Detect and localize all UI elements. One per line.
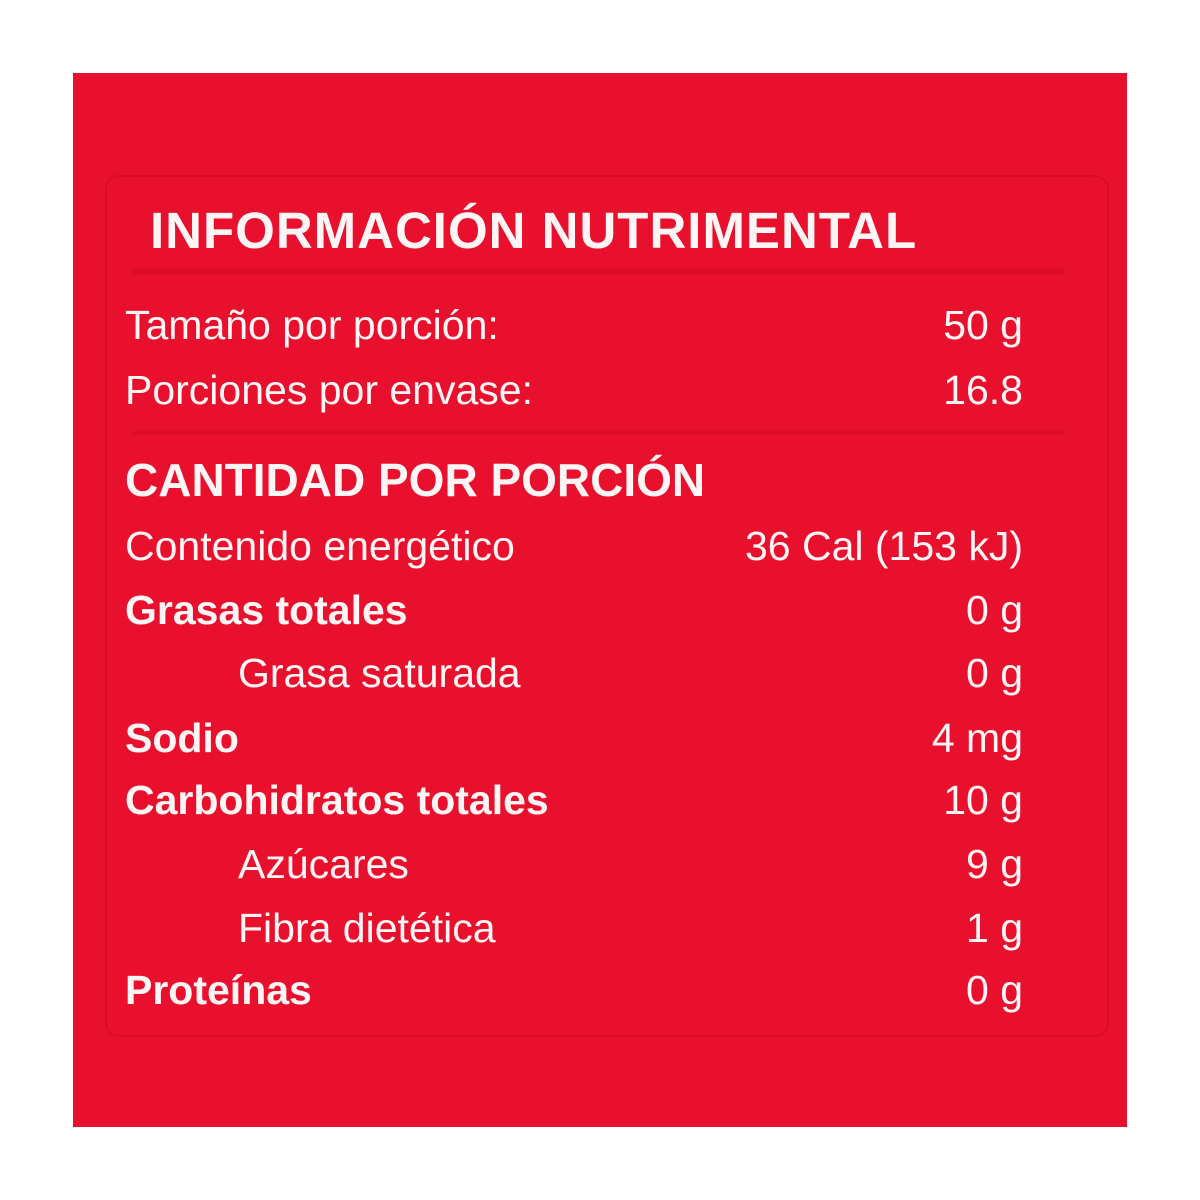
- row-label: Tamaño por porción:: [125, 301, 499, 348]
- row-value: 0 g: [966, 649, 1023, 696]
- nutrient-row-carbohydrates: Carbohidratos totales 10 g: [125, 770, 1023, 830]
- serving-size-row: Tamaño por porción: 50 g: [125, 295, 1023, 355]
- divider: [133, 431, 1063, 434]
- servings-per-container-row: Porciones por envase: 16.8: [125, 360, 1023, 420]
- nutrient-row-sugars: Azúcares 9 g: [125, 834, 1023, 894]
- nutrient-row-energy: Contenido energético 36 Cal (153 kJ): [125, 516, 1023, 576]
- row-value: 50 g: [943, 301, 1023, 348]
- row-value: 0 g: [966, 586, 1023, 633]
- row-value: 4 mg: [931, 714, 1023, 761]
- row-label: Porciones por envase:: [125, 366, 533, 413]
- label-title: INFORMACIÓN NUTRIMENTAL: [150, 202, 918, 259]
- nutrition-label: INFORMACIÓN NUTRIMENTAL Tamaño por porci…: [73, 73, 1127, 1127]
- row-value: 1 g: [966, 904, 1023, 951]
- row-value: 0 g: [966, 966, 1023, 1013]
- row-label: Proteínas: [125, 966, 312, 1013]
- row-label: Contenido energético: [125, 522, 515, 569]
- row-label: Fibra dietética: [238, 904, 496, 951]
- label-frame: [105, 175, 1109, 1037]
- row-label: Grasa saturada: [238, 649, 521, 696]
- nutrient-row-saturated-fat: Grasa saturada 0 g: [125, 643, 1023, 703]
- nutrient-row-sodium: Sodio 4 mg: [125, 708, 1023, 768]
- row-value: 36 Cal (153 kJ): [744, 522, 1023, 569]
- section-title: CANTIDAD POR PORCIÓN: [125, 454, 706, 506]
- nutrient-row-fiber: Fibra dietética 1 g: [125, 898, 1023, 958]
- row-label: Grasas totales: [125, 586, 408, 633]
- nutrient-row-total-fat: Grasas totales 0 g: [125, 580, 1023, 640]
- row-value: 16.8: [943, 366, 1023, 413]
- divider: [133, 269, 1063, 274]
- row-value: 10 g: [943, 776, 1023, 823]
- row-label: Azúcares: [238, 840, 409, 887]
- nutrient-row-protein: Proteínas 0 g: [125, 960, 1023, 1020]
- row-value: 9 g: [966, 840, 1023, 887]
- row-label: Carbohidratos totales: [125, 776, 549, 823]
- row-label: Sodio: [125, 714, 239, 761]
